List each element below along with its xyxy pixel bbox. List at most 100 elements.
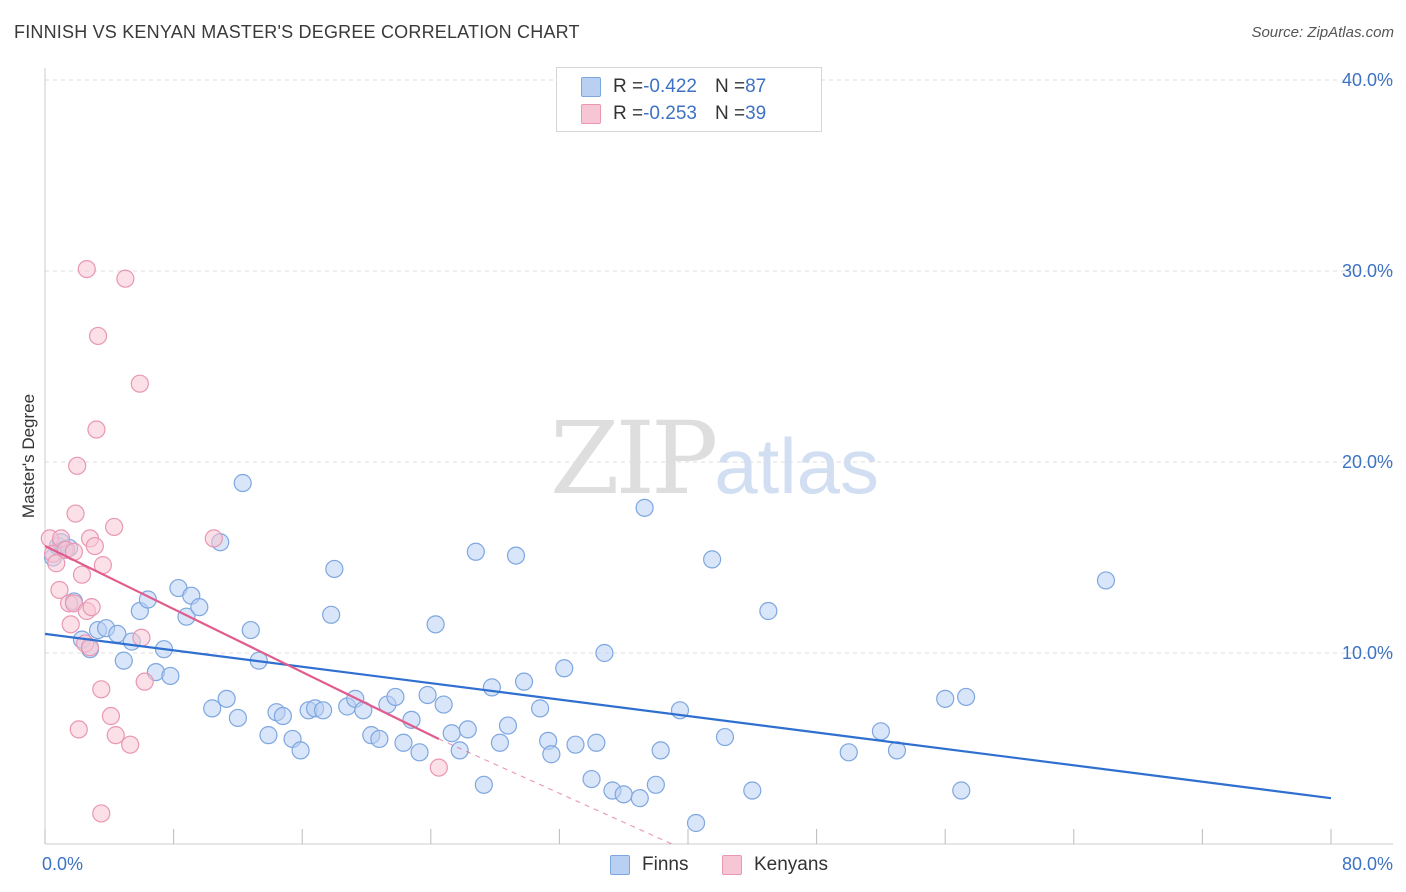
- finns-point: [614, 785, 633, 804]
- finns-point: [241, 620, 260, 640]
- watermark: ZIPatlas: [550, 400, 879, 517]
- kenyans-point: [116, 269, 135, 288]
- kenyans-n-value: 39: [745, 103, 767, 124]
- finns-point: [587, 733, 606, 752]
- finns-point: [871, 722, 891, 741]
- finns-point: [635, 498, 654, 517]
- finns-r-label: R =: [613, 76, 644, 97]
- trend-lines: [44, 545, 1332, 845]
- finns-point: [651, 741, 670, 760]
- finns-point: [273, 706, 293, 726]
- finns-point: [410, 743, 429, 762]
- source-credit: Source: ZipAtlas.com: [1251, 24, 1394, 41]
- kenyans-point: [61, 615, 80, 634]
- kenyans-point: [50, 580, 69, 600]
- finns-points: [43, 473, 1116, 833]
- kenyans-point: [92, 680, 111, 699]
- finns-point: [514, 672, 534, 691]
- finns-point: [474, 775, 493, 794]
- finns-point: [506, 546, 526, 565]
- finns-point: [203, 699, 222, 718]
- finns-n-label: N =: [714, 76, 746, 97]
- kenyans-r-label: R =: [613, 103, 644, 124]
- kenyans-point: [85, 536, 104, 556]
- axes: [44, 68, 1393, 845]
- y-tick-label: 30.0%: [1342, 261, 1393, 281]
- finns-trend-line: [44, 632, 1332, 800]
- tick-labels: 10.0% 20.0% 30.0% 40.0% 0.0% 80.0%: [42, 70, 1393, 874]
- finns-legend-swatch: [610, 855, 630, 875]
- watermark-atlas: atlas: [714, 422, 880, 510]
- legend-row-kenyans: R = -0.253 N = 39: [581, 101, 766, 127]
- kenyans-point: [68, 456, 87, 475]
- kenyans-point: [106, 726, 125, 745]
- kenyans-trend-line: [44, 545, 440, 740]
- finns-swatch: [581, 77, 601, 97]
- correlation-legend: R = -0.422 N = 87 R = -0.253 N = 39: [556, 67, 822, 132]
- kenyans-point: [105, 517, 124, 537]
- kenyans-point: [72, 565, 92, 584]
- kenyans-point: [77, 259, 96, 279]
- y-axis-label: Master's Degree: [19, 394, 38, 518]
- finns-point: [370, 729, 389, 749]
- kenyans-point: [47, 554, 66, 573]
- kenyans-point: [121, 735, 140, 754]
- finns-point: [703, 550, 722, 569]
- y-tick-label: 40.0%: [1342, 70, 1393, 90]
- chart-title: FINNISH VS KENYAN MASTER'S DEGREE CORREL…: [14, 22, 580, 42]
- kenyans-point: [130, 374, 149, 393]
- y-tick-label: 20.0%: [1342, 452, 1393, 472]
- kenyans-legend-swatch: [722, 855, 742, 875]
- finns-point: [646, 775, 665, 794]
- kenyans-point: [101, 706, 121, 726]
- watermark-zip: ZIP: [550, 400, 718, 517]
- finns-n-value: 87: [745, 76, 767, 97]
- finns-point: [759, 601, 778, 621]
- finns-point: [217, 689, 236, 708]
- finns-point: [936, 689, 955, 708]
- finns-point: [458, 720, 477, 739]
- kenyans-legend-label: Kenyans: [754, 854, 828, 875]
- kenyans-swatch: [581, 104, 601, 124]
- kenyans-point: [429, 758, 448, 777]
- x-tick-label-max: 80.0%: [1342, 854, 1393, 874]
- kenyans-point: [87, 420, 106, 439]
- finns-point: [322, 605, 341, 624]
- finns-point: [442, 724, 461, 743]
- kenyans-point: [135, 672, 154, 691]
- finns-point: [228, 708, 247, 728]
- finns-point: [490, 733, 510, 752]
- finns-point: [386, 687, 405, 707]
- kenyans-r-value: -0.253: [643, 103, 697, 124]
- kenyans-point: [92, 804, 111, 823]
- kenyans-point: [204, 529, 223, 548]
- finns-point: [450, 741, 469, 760]
- finns-point: [466, 542, 485, 561]
- kenyans-point: [69, 720, 88, 739]
- finns-point: [686, 813, 706, 833]
- finns-point: [952, 781, 971, 800]
- finns-point: [313, 701, 333, 720]
- kenyans-point: [132, 628, 151, 647]
- finns-point: [630, 789, 649, 808]
- kenyans-point: [82, 598, 101, 617]
- x-tick-label-min: 0.0%: [42, 854, 83, 874]
- legend-item-finns: Finns: [610, 852, 688, 878]
- finns-point: [566, 735, 585, 754]
- finns-point: [1096, 571, 1116, 590]
- finns-point: [715, 727, 735, 747]
- finns-point: [555, 659, 574, 678]
- kenyans-n-label: N =: [714, 103, 746, 124]
- finns-legend-label: Finns: [642, 854, 689, 875]
- kenyans-trend-extension: [438, 738, 673, 845]
- finns-point: [743, 781, 762, 800]
- finns-point: [498, 716, 518, 735]
- finns-point: [161, 666, 180, 686]
- finns-point: [582, 769, 601, 789]
- finns-r-value: -0.422: [643, 76, 697, 97]
- finns-point: [114, 651, 133, 670]
- finns-point: [291, 741, 310, 760]
- finns-point: [190, 598, 209, 617]
- finns-point: [426, 615, 445, 634]
